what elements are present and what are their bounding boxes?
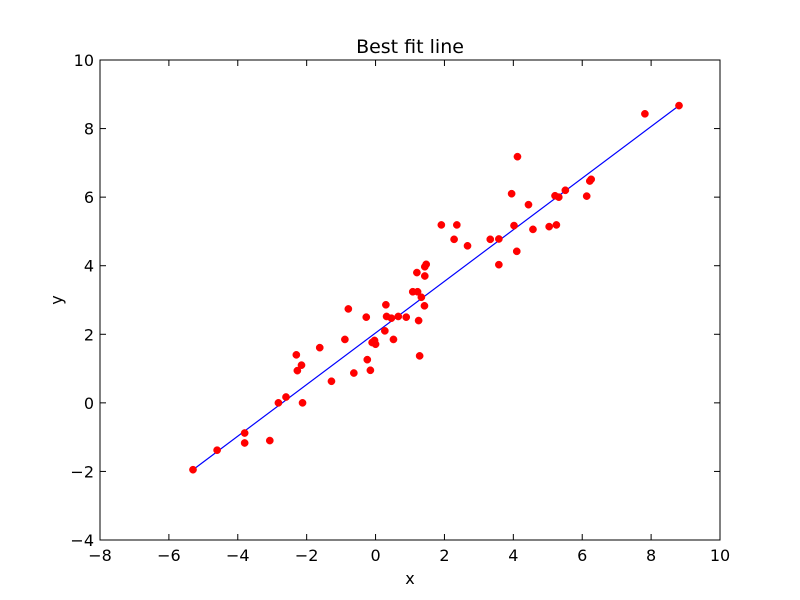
data-point <box>452 221 461 229</box>
data-point <box>552 221 561 229</box>
data-point <box>363 355 372 364</box>
data-point <box>495 260 503 269</box>
data-point <box>402 313 411 321</box>
x-tick-label: 10 <box>710 546 730 565</box>
data-point <box>315 343 324 352</box>
data-point <box>371 340 380 349</box>
data-point <box>486 235 495 244</box>
data-point <box>529 225 537 234</box>
x-tick-label: −4 <box>226 546 250 565</box>
y-axis-label: y <box>47 295 66 304</box>
data-point <box>675 101 683 110</box>
y-tick-label: −4 <box>70 531 94 550</box>
data-point <box>265 436 274 445</box>
data-point <box>274 399 283 407</box>
data-point <box>389 335 398 344</box>
data-point <box>437 221 446 229</box>
data-point <box>297 361 306 369</box>
data-point <box>381 327 389 335</box>
x-tick-label: 4 <box>508 546 518 565</box>
x-tick-label: −6 <box>157 546 181 565</box>
data-point <box>422 260 431 269</box>
data-point <box>341 335 349 344</box>
data-point <box>366 366 375 375</box>
y-tick-label: 8 <box>84 120 94 139</box>
data-point <box>189 465 197 474</box>
data-point <box>394 312 403 321</box>
data-point <box>298 399 307 407</box>
y-tick-label: 4 <box>84 257 94 276</box>
data-point <box>420 301 429 310</box>
x-tick-label: 6 <box>577 546 587 565</box>
data-point <box>582 192 591 200</box>
data-point <box>240 429 249 437</box>
y-tick-label: 6 <box>84 188 94 207</box>
data-point <box>240 439 249 447</box>
x-tick-label: 8 <box>646 546 656 565</box>
x-tick-label: −2 <box>295 546 319 565</box>
data-point <box>554 193 563 201</box>
axes-frame <box>99 59 721 541</box>
data-point <box>495 235 503 243</box>
data-point <box>413 268 421 277</box>
data-point <box>293 366 302 375</box>
data-point <box>282 393 290 401</box>
data-point <box>350 369 358 377</box>
data-point <box>387 314 396 323</box>
x-tick-label: 2 <box>439 546 449 565</box>
data-point <box>292 351 301 359</box>
data-point <box>415 352 424 360</box>
data-point <box>450 235 458 244</box>
data-point <box>641 109 649 118</box>
data-point <box>587 175 596 184</box>
chart-title: Best fit line <box>356 36 464 58</box>
data-point <box>382 300 390 309</box>
plot-area <box>189 101 683 474</box>
data-point <box>362 313 371 321</box>
data-point <box>327 377 336 386</box>
y-tick-label: 10 <box>74 51 94 70</box>
y-tick-label: 0 <box>84 394 94 413</box>
axis-ticks: −8 −6 −4 −2 0 2 4 6 8 10 −4 −2 0 2 4 6 8 10 <box>70 51 730 565</box>
data-point <box>507 189 516 198</box>
data-point <box>545 222 554 231</box>
y-tick-label: 2 <box>84 325 94 344</box>
x-axis-label: x <box>405 569 414 588</box>
y-tick-label: −2 <box>70 462 94 481</box>
data-point <box>414 316 423 325</box>
data-point <box>463 241 472 250</box>
data-point <box>513 152 522 161</box>
x-tick-label: −8 <box>88 546 112 565</box>
data-point <box>512 247 521 256</box>
data-point <box>420 272 429 280</box>
data-point <box>213 446 221 455</box>
data-point <box>524 200 533 209</box>
data-point <box>413 287 422 296</box>
data-point <box>510 221 518 230</box>
best-fit-line <box>192 105 680 471</box>
x-tick-label: 0 <box>370 546 380 565</box>
data-point <box>561 186 570 195</box>
data-point <box>417 293 426 302</box>
data-point <box>344 305 353 313</box>
